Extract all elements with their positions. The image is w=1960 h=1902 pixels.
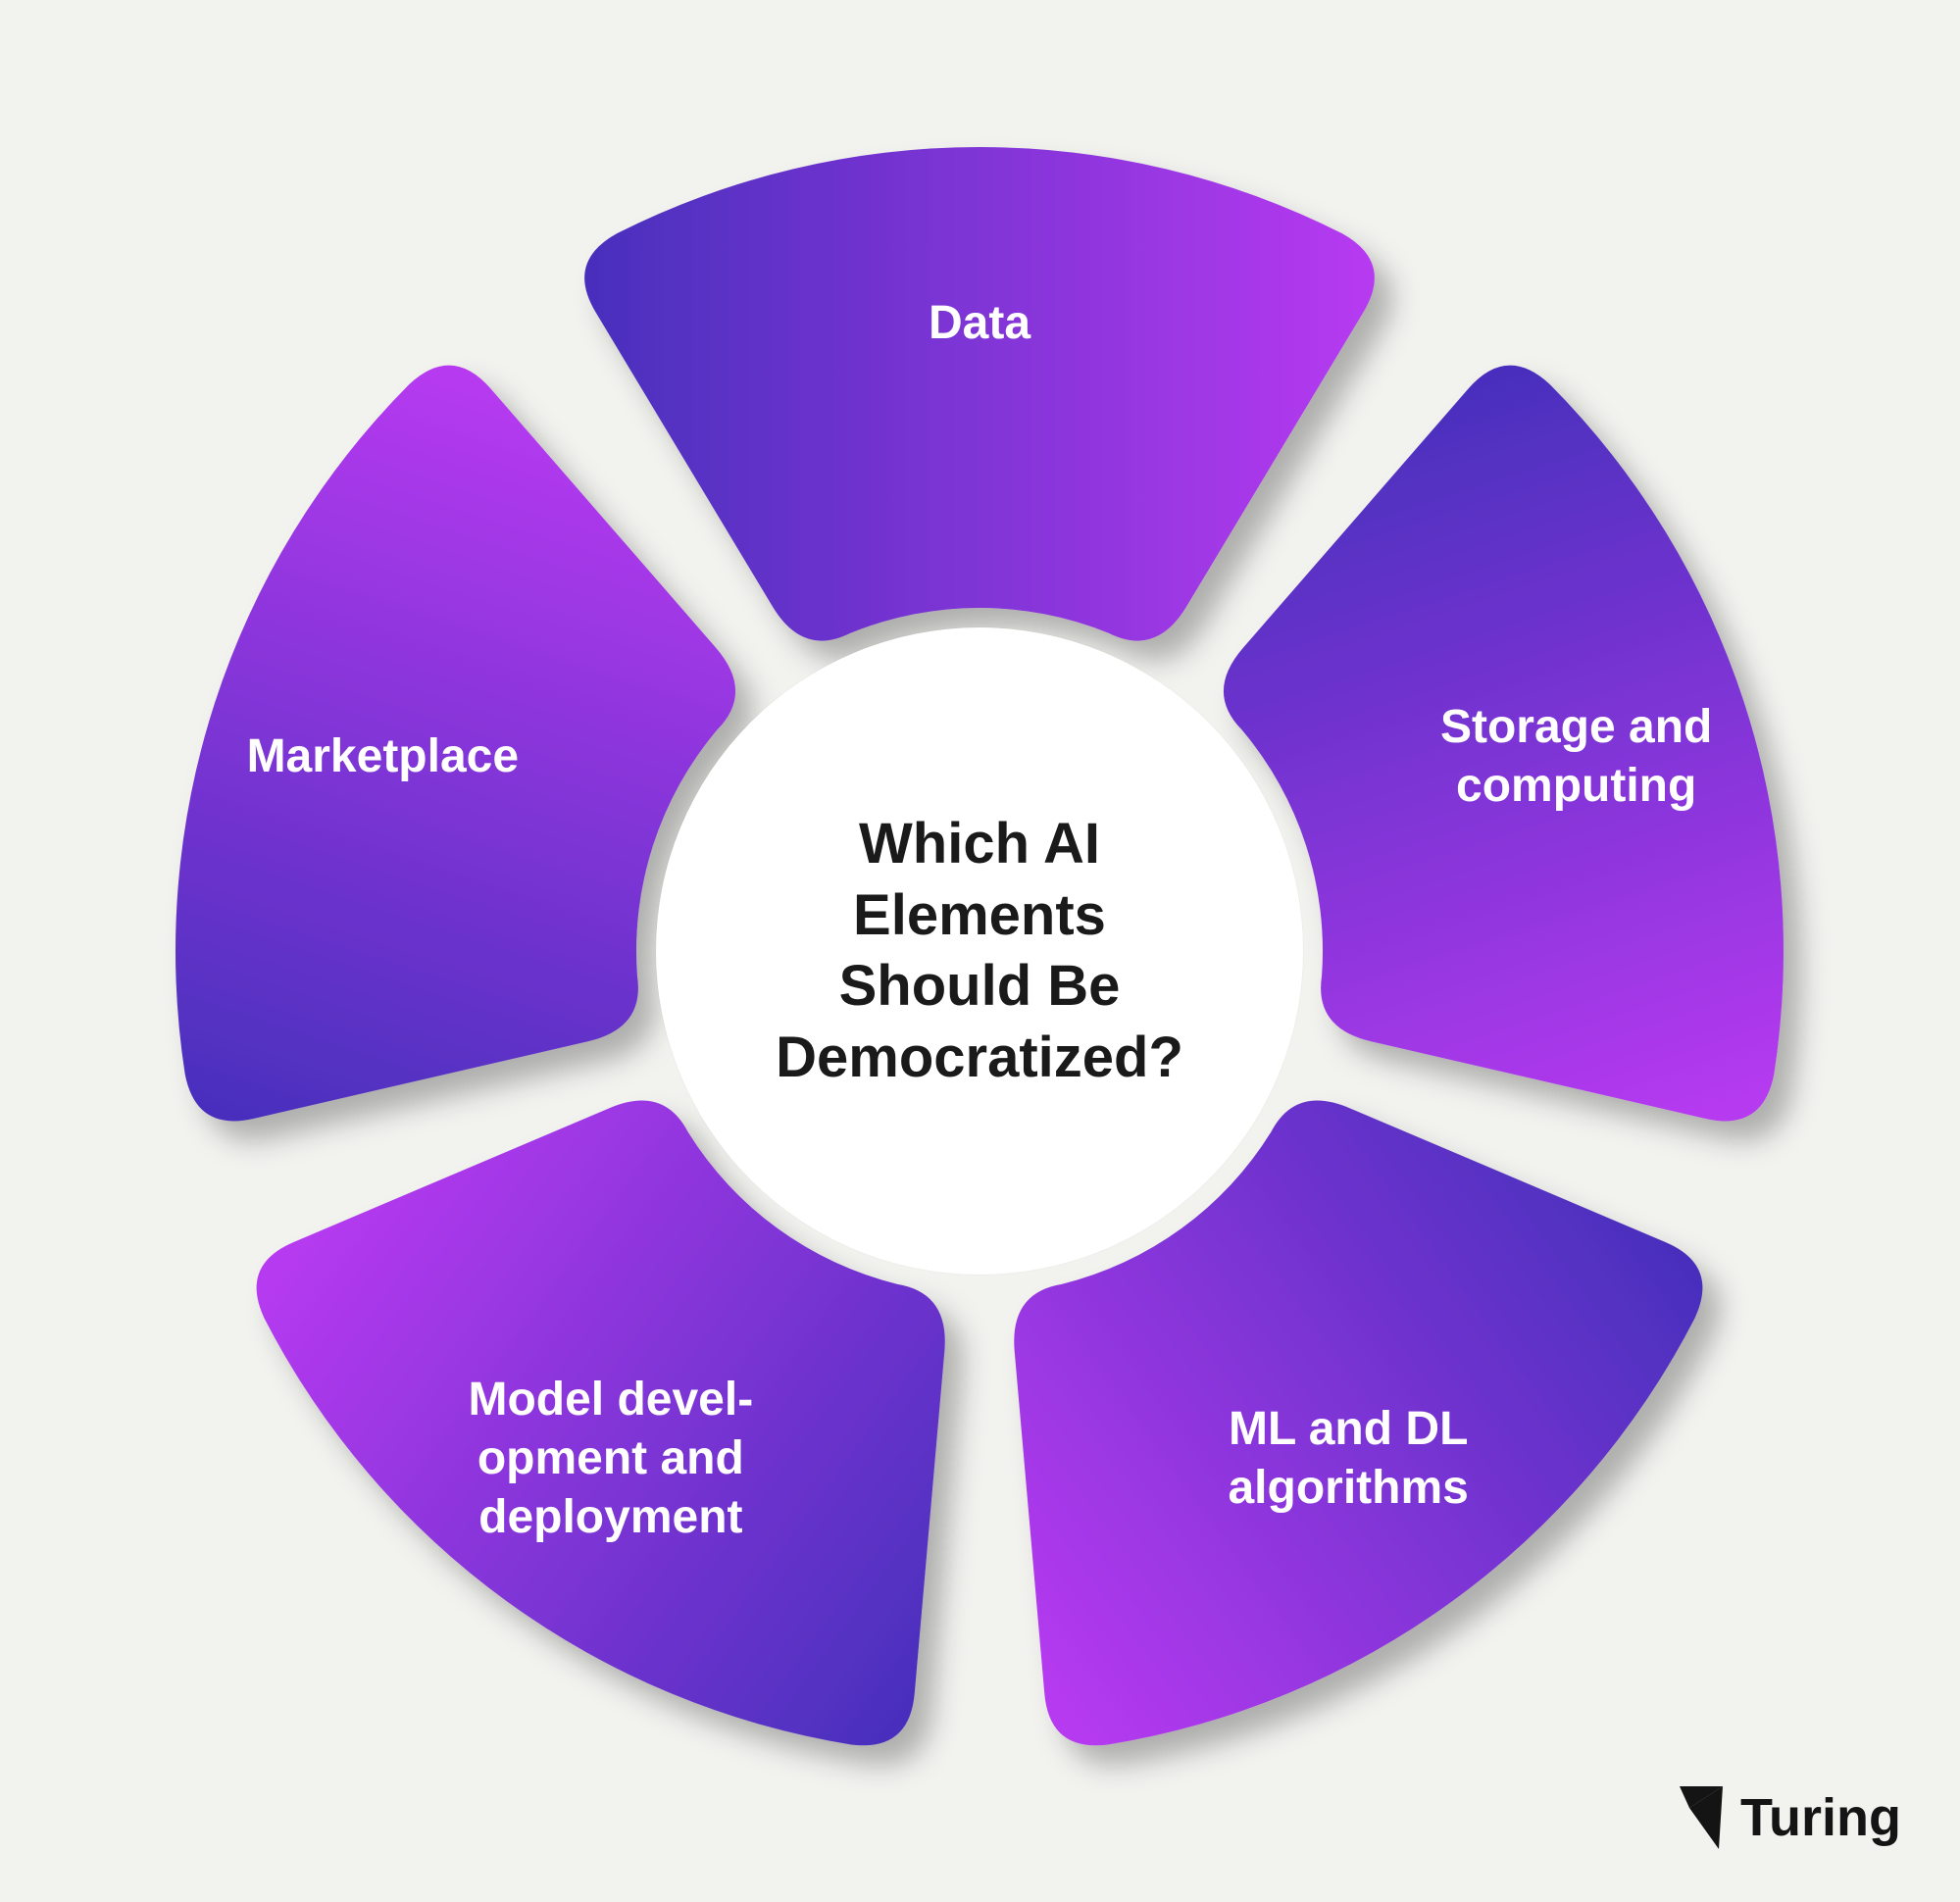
petal-0 (584, 147, 1375, 641)
petal-label-2: ML and DL algorithms (1228, 1400, 1468, 1518)
center-question-circle: Which AI Elements Should Be Democratized… (656, 627, 1303, 1275)
brand-name: Turing (1740, 1787, 1901, 1848)
center-question-text: Which AI Elements Should Be Democratized… (776, 809, 1183, 1093)
petal-label-1: Storage and computing (1440, 698, 1712, 816)
infographic-stage: Which AI Elements Should Be Democratized… (0, 0, 1960, 1902)
petal-label-0: Data (929, 294, 1030, 353)
petal-label-3: Model devel- opment and deployment (468, 1371, 753, 1547)
petal-label-4: Marketplace (247, 727, 519, 786)
brand-logo-icon (1676, 1782, 1727, 1853)
brand-badge: Turing (1676, 1782, 1901, 1853)
